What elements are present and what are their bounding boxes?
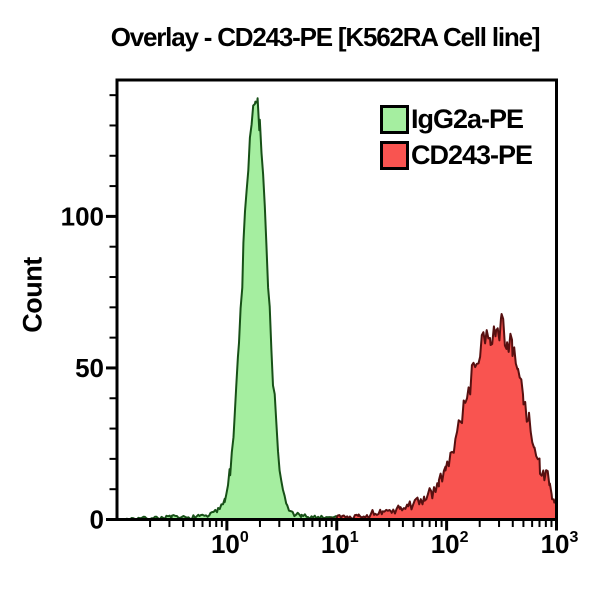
chart-title: Overlay - CD243-PE [K562RA Cell line]: [110, 22, 541, 52]
y-tick-label: 50: [75, 353, 104, 383]
legend-item-igg2a-pe: IgG2a-PE: [380, 105, 532, 134]
legend-item-cd243-pe: CD243-PE: [380, 140, 533, 170]
y-tick-label: 0: [90, 505, 104, 535]
plot-frame: [115, 78, 558, 521]
x-axis-tick-labels: 100 101 102 103: [211, 529, 579, 559]
legend-swatch-red-icon: [380, 141, 409, 170]
series-cd243-pe: [330, 313, 558, 521]
legend-swatch-green-icon: [380, 105, 409, 134]
legend-label-igg2a-pe: IgG2a-PE: [411, 104, 524, 134]
series-igg2a-pe: [116, 97, 344, 521]
x-tick-label: 102: [431, 529, 469, 559]
y-tick-label: 100: [61, 201, 104, 231]
x-tick-label: 103: [541, 529, 579, 559]
legend: IgG2a-PE CD243-PE: [380, 105, 533, 177]
x-axis-ticks: [149, 521, 558, 531]
y-axis-tick-labels: 0 50 100: [61, 201, 104, 534]
x-tick-label: 100: [211, 529, 249, 559]
histogram-series: [116, 97, 558, 521]
legend-label-cd243-pe: CD243-PE: [411, 140, 533, 170]
x-tick-label: 101: [321, 529, 359, 559]
y-axis-ticks: [106, 94, 116, 521]
